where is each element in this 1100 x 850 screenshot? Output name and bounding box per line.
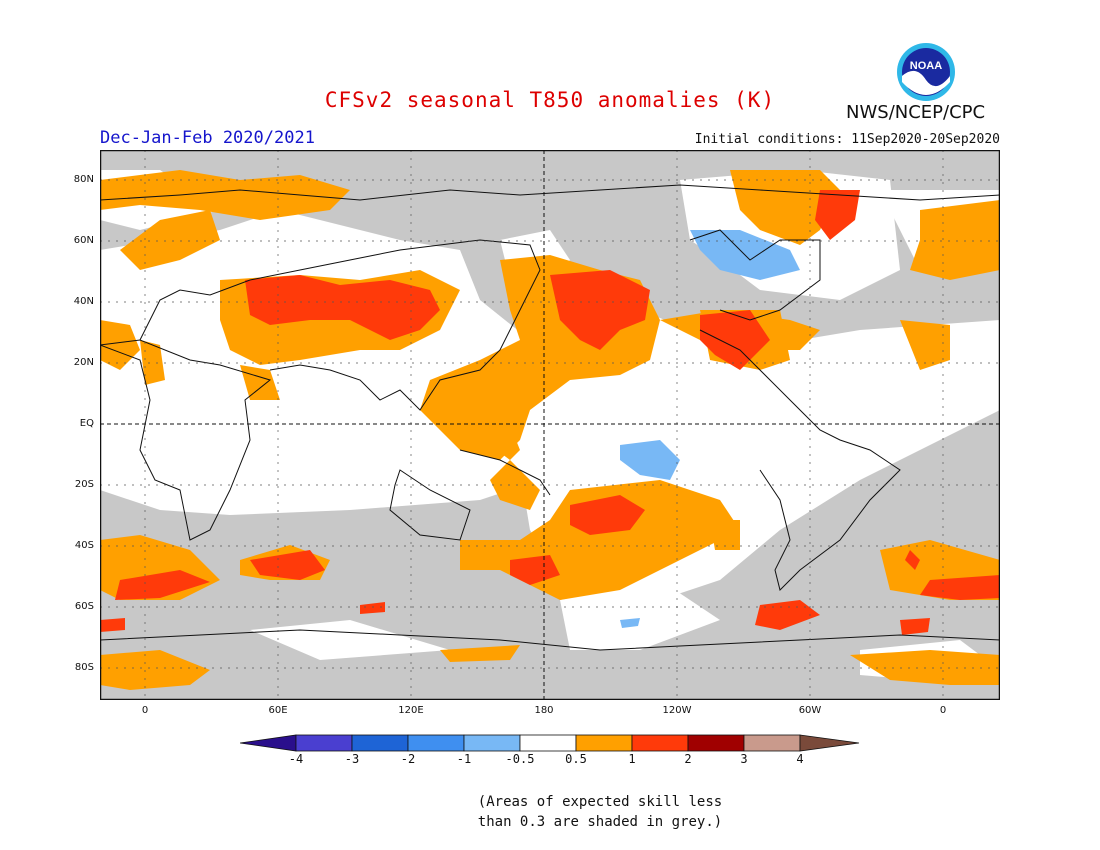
colorbar-cell (743, 734, 801, 752)
map-frame (100, 150, 1000, 700)
lon-label: 0 (939, 705, 947, 716)
lon-label: 60E (268, 705, 288, 716)
lon-label: 60W (798, 705, 822, 716)
colorbar-tick: -1 (456, 752, 472, 766)
anomaly-map (100, 150, 1000, 700)
colorbar-cell (519, 734, 577, 752)
grey-shading-note: (Areas of expected skill less than 0.3 a… (440, 792, 760, 832)
lon-label: 180 (534, 705, 554, 716)
svg-text:NOAA: NOAA (910, 60, 942, 72)
lat-label: 40N (73, 296, 94, 307)
lat-label: 40S (74, 540, 94, 551)
lon-label: 120W (662, 705, 692, 716)
lon-label: 0 (141, 705, 149, 716)
colorbar-tick: -4 (288, 752, 304, 766)
colorbar-tick: 3 (740, 752, 748, 766)
lat-label: 60S (74, 601, 94, 612)
lat-label: 60N (73, 235, 94, 246)
colorbar-tick: 1 (628, 752, 636, 766)
lat-label: 20N (73, 357, 94, 368)
colorbar-end-warm (799, 734, 860, 752)
colorbar-cell (351, 734, 409, 752)
forecast-period: Dec-Jan-Feb 2020/2021 (100, 128, 315, 148)
lon-label: 120E (398, 705, 424, 716)
note-line: (Areas of expected skill less (477, 794, 723, 810)
colorbar (240, 734, 860, 752)
lat-label: EQ (79, 418, 94, 429)
lat-label: 80N (73, 174, 94, 185)
lat-label: 80S (74, 662, 94, 673)
colorbar-cell (575, 734, 633, 752)
colorbar-cell (463, 734, 521, 752)
colorbar-tick: 2 (684, 752, 692, 766)
graticule (100, 150, 1000, 700)
colorbar-cell (407, 734, 465, 752)
lat-label: 20S (74, 479, 94, 490)
note-line: than 0.3 are shaded in grey.) (477, 814, 723, 830)
initial-conditions: Initial conditions: 11Sep2020-20Sep2020 (694, 132, 1000, 147)
colorbar-cell (687, 734, 745, 752)
colorbar-tick: -0.5 (505, 752, 535, 766)
colorbar-tick: -3 (344, 752, 360, 766)
noaa-logo: NOAA (897, 43, 955, 101)
colorbar-tick: 0.5 (565, 752, 587, 766)
chart-title: CFSv2 seasonal T850 anomalies (K) (324, 88, 776, 112)
colorbar-tick: -2 (400, 752, 416, 766)
colorbar-cell (295, 734, 353, 752)
colorbar-end-cold (240, 734, 297, 752)
strong-warm-anomaly-regions (100, 190, 1000, 635)
colorbar-tick: 4 (796, 752, 804, 766)
agency-label: NWS/NCEP/CPC (846, 102, 986, 123)
colorbar-cell (631, 734, 689, 752)
